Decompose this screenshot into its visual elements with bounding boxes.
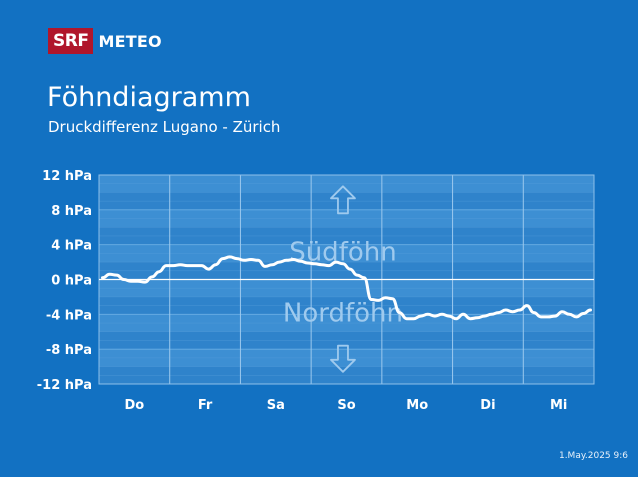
meteo-logo-text: METEO <box>98 31 162 51</box>
page-title: Föhndiagramm <box>47 82 251 113</box>
srf-logo-mark: SRF <box>48 28 94 54</box>
y-tick-label: 8 hPa <box>51 204 92 219</box>
x-tick-label: So <box>337 398 355 413</box>
y-tick-label: 0 hPa <box>51 274 92 289</box>
nordfoehn-label: Nordföhn <box>283 298 403 328</box>
x-tick-label: Mo <box>406 398 428 413</box>
y-tick-label: -4 hPa <box>46 308 92 323</box>
y-tick-label: -8 hPa <box>46 343 92 358</box>
arrow-up-icon <box>330 185 356 215</box>
x-tick-label: Do <box>124 398 144 413</box>
srf-meteo-logo: SRF METEO <box>48 28 162 54</box>
x-tick-label: Fr <box>198 398 213 413</box>
page-subtitle: Druckdifferenz Lugano - Zürich <box>48 118 281 136</box>
x-tick-label: Sa <box>267 398 285 413</box>
pressure-difference-line <box>101 255 592 321</box>
y-tick-label: 4 hPa <box>51 239 92 254</box>
x-tick-label: Di <box>480 398 495 413</box>
y-tick-label: 12 hPa <box>42 169 92 184</box>
arrow-down-icon <box>330 344 356 373</box>
x-tick-label: Mi <box>550 398 567 413</box>
y-tick-label: -12 hPa <box>37 378 92 393</box>
update-timestamp: 1.May.2025 9:6 <box>558 451 628 461</box>
